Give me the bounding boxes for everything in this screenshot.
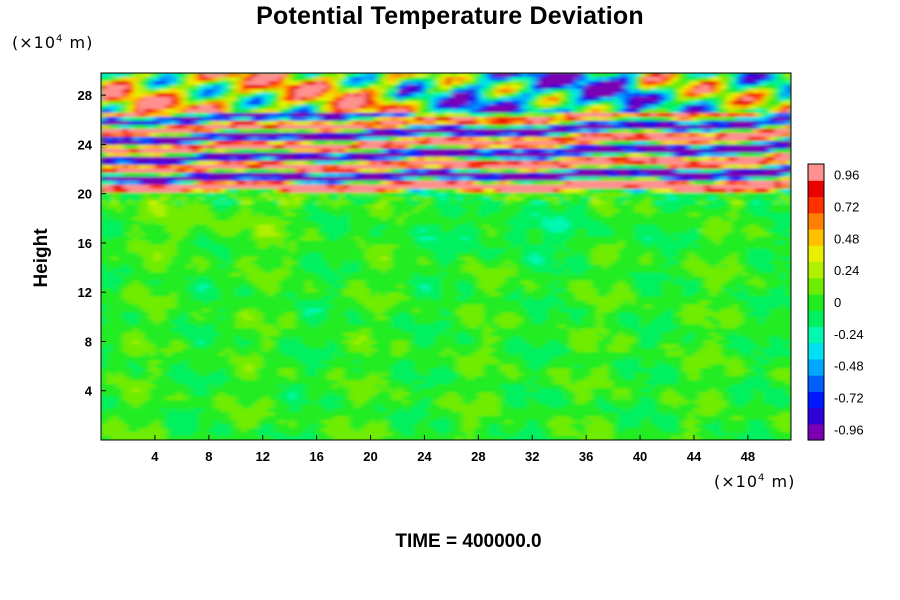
colorbar-swatch bbox=[808, 180, 824, 198]
colorbar-tick-label: -0.24 bbox=[834, 327, 864, 342]
plot-area bbox=[101, 73, 791, 440]
colorbar-swatch bbox=[808, 293, 824, 311]
x-tick-label: 4 bbox=[151, 449, 159, 464]
colorbar-swatch bbox=[808, 358, 824, 376]
colorbar-swatch bbox=[808, 245, 824, 263]
x-axis-unit: (×104 m) bbox=[714, 472, 796, 491]
colorbar-tick-label: 0 bbox=[834, 295, 841, 310]
y-tick-label: 12 bbox=[78, 285, 92, 300]
time-label: TIME = 400000.0 bbox=[395, 531, 542, 552]
colorbar-tick-label: 0.24 bbox=[834, 263, 859, 278]
colorbar-tick-label: -0.72 bbox=[834, 391, 864, 406]
y-tick-label: 28 bbox=[78, 88, 92, 103]
x-tick-label: 36 bbox=[579, 449, 593, 464]
y-tick-label: 4 bbox=[85, 384, 93, 399]
colorbar-tick-label: 0.96 bbox=[834, 168, 859, 183]
colorbar-swatch bbox=[808, 310, 824, 327]
x-tick-label: 48 bbox=[741, 449, 755, 464]
colorbar-swatch bbox=[808, 228, 824, 246]
y-tick-label: 16 bbox=[78, 236, 92, 251]
colorbar-swatch bbox=[808, 423, 824, 441]
x-tick-label: 24 bbox=[417, 449, 432, 464]
colorbar: 0.96 0.72 0.48 0.24 0 -0.24 -0.48 -0.72 -0.96 bbox=[807, 163, 864, 441]
colorbar-swatch bbox=[808, 261, 824, 279]
colorbar-swatch bbox=[808, 391, 824, 409]
x-tick-label: 12 bbox=[255, 449, 269, 464]
chart-title: Potential Temperature Deviation bbox=[256, 2, 644, 30]
colorbar-swatch bbox=[808, 164, 824, 181]
colorbar-tick-label: 0.72 bbox=[834, 199, 859, 214]
colorbar-tick-label: 0.48 bbox=[834, 231, 859, 246]
colorbar-tick-label: -0.48 bbox=[834, 359, 864, 374]
colorbar-swatch bbox=[808, 375, 824, 392]
colorbar-swatch bbox=[808, 326, 824, 344]
x-tick-label: 44 bbox=[687, 449, 702, 464]
colorbar-tick-label: -0.96 bbox=[834, 422, 864, 437]
colorbar-swatch bbox=[808, 342, 824, 360]
x-tick-label: 8 bbox=[205, 449, 212, 464]
y-tick-label: 8 bbox=[85, 334, 92, 349]
y-axis-unit: (×104 m) bbox=[12, 33, 94, 52]
x-tick-label: 32 bbox=[525, 449, 539, 464]
x-tick-label: 16 bbox=[309, 449, 323, 464]
colorbar-swatch bbox=[808, 277, 824, 295]
colorbar-swatch bbox=[808, 407, 824, 425]
x-tick-label: 28 bbox=[471, 449, 485, 464]
x-tick-label: 20 bbox=[363, 449, 377, 464]
colorbar-swatch bbox=[808, 196, 824, 214]
colorbar-swatch bbox=[808, 212, 824, 230]
y-tick-label: 20 bbox=[78, 187, 92, 202]
x-tick-label: 40 bbox=[633, 449, 647, 464]
plot-frame bbox=[100, 72, 792, 441]
y-tick-label: 24 bbox=[78, 137, 93, 152]
